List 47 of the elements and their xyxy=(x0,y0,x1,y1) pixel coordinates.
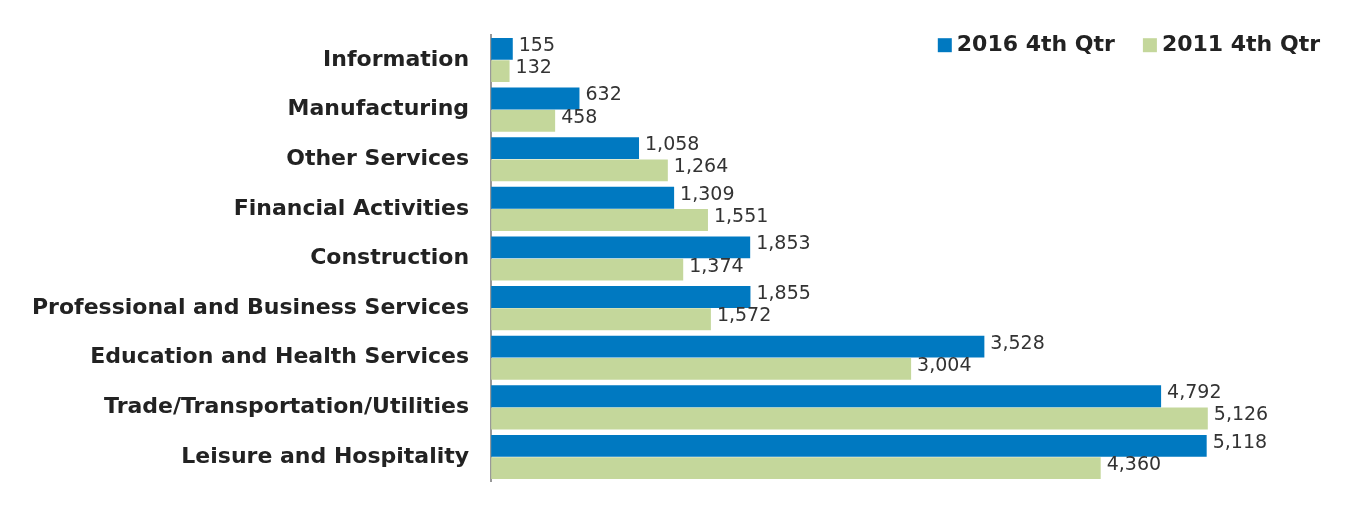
bar xyxy=(491,159,668,182)
data-label: 1,374 xyxy=(689,253,744,276)
y-tick-label: Manufacturing xyxy=(287,95,470,121)
y-tick-label: Trade/Transportation/Utilities xyxy=(104,393,470,419)
data-label: 1,264 xyxy=(673,154,729,177)
bar xyxy=(491,308,711,331)
data-label: 1,309 xyxy=(680,181,735,204)
y-tick-label: Other Services xyxy=(286,144,470,170)
y-tick-label: Financial Activities xyxy=(233,194,470,220)
data-label: 1,572 xyxy=(716,303,772,326)
bar xyxy=(491,137,640,160)
bar xyxy=(491,434,1207,457)
bar xyxy=(491,385,1162,408)
bar xyxy=(491,186,675,209)
y-tick-label: Professional and Business Services xyxy=(31,293,470,319)
y-tick-label: Education and Health Services xyxy=(90,343,470,369)
y-tick-label: Construction xyxy=(310,244,470,270)
bar xyxy=(491,37,513,60)
data-label: 1,551 xyxy=(713,203,769,226)
bar xyxy=(491,109,556,132)
data-label: 132 xyxy=(515,55,552,78)
bar xyxy=(491,87,580,110)
data-label: 458 xyxy=(561,104,598,127)
bar xyxy=(491,258,684,281)
data-label: 3,528 xyxy=(990,330,1045,353)
bar xyxy=(491,357,912,380)
data-label: 5,118 xyxy=(1212,429,1268,452)
bar xyxy=(491,407,1208,430)
data-label: 3,004 xyxy=(917,352,972,375)
data-label: 4,360 xyxy=(1106,452,1162,475)
data-label: 4,792 xyxy=(1167,380,1222,403)
bar xyxy=(491,286,751,308)
bar xyxy=(491,60,510,83)
y-tick-label: Leisure and Hospitality xyxy=(181,442,470,468)
data-label: 5,126 xyxy=(1213,402,1269,425)
data-label: 1,853 xyxy=(756,231,811,254)
bar xyxy=(491,335,985,358)
bar xyxy=(491,236,751,259)
data-label: 1,855 xyxy=(756,280,811,303)
bar xyxy=(491,457,1101,480)
data-label: 632 xyxy=(585,82,622,105)
data-label: 155 xyxy=(518,32,556,55)
data-label: 1,058 xyxy=(645,132,700,155)
legend-label: 2016 4th Qtr xyxy=(956,30,1116,56)
bar xyxy=(491,209,708,231)
legend-label: 2011 4th Qtr xyxy=(1161,30,1321,56)
y-tick-label: Information xyxy=(323,45,470,71)
